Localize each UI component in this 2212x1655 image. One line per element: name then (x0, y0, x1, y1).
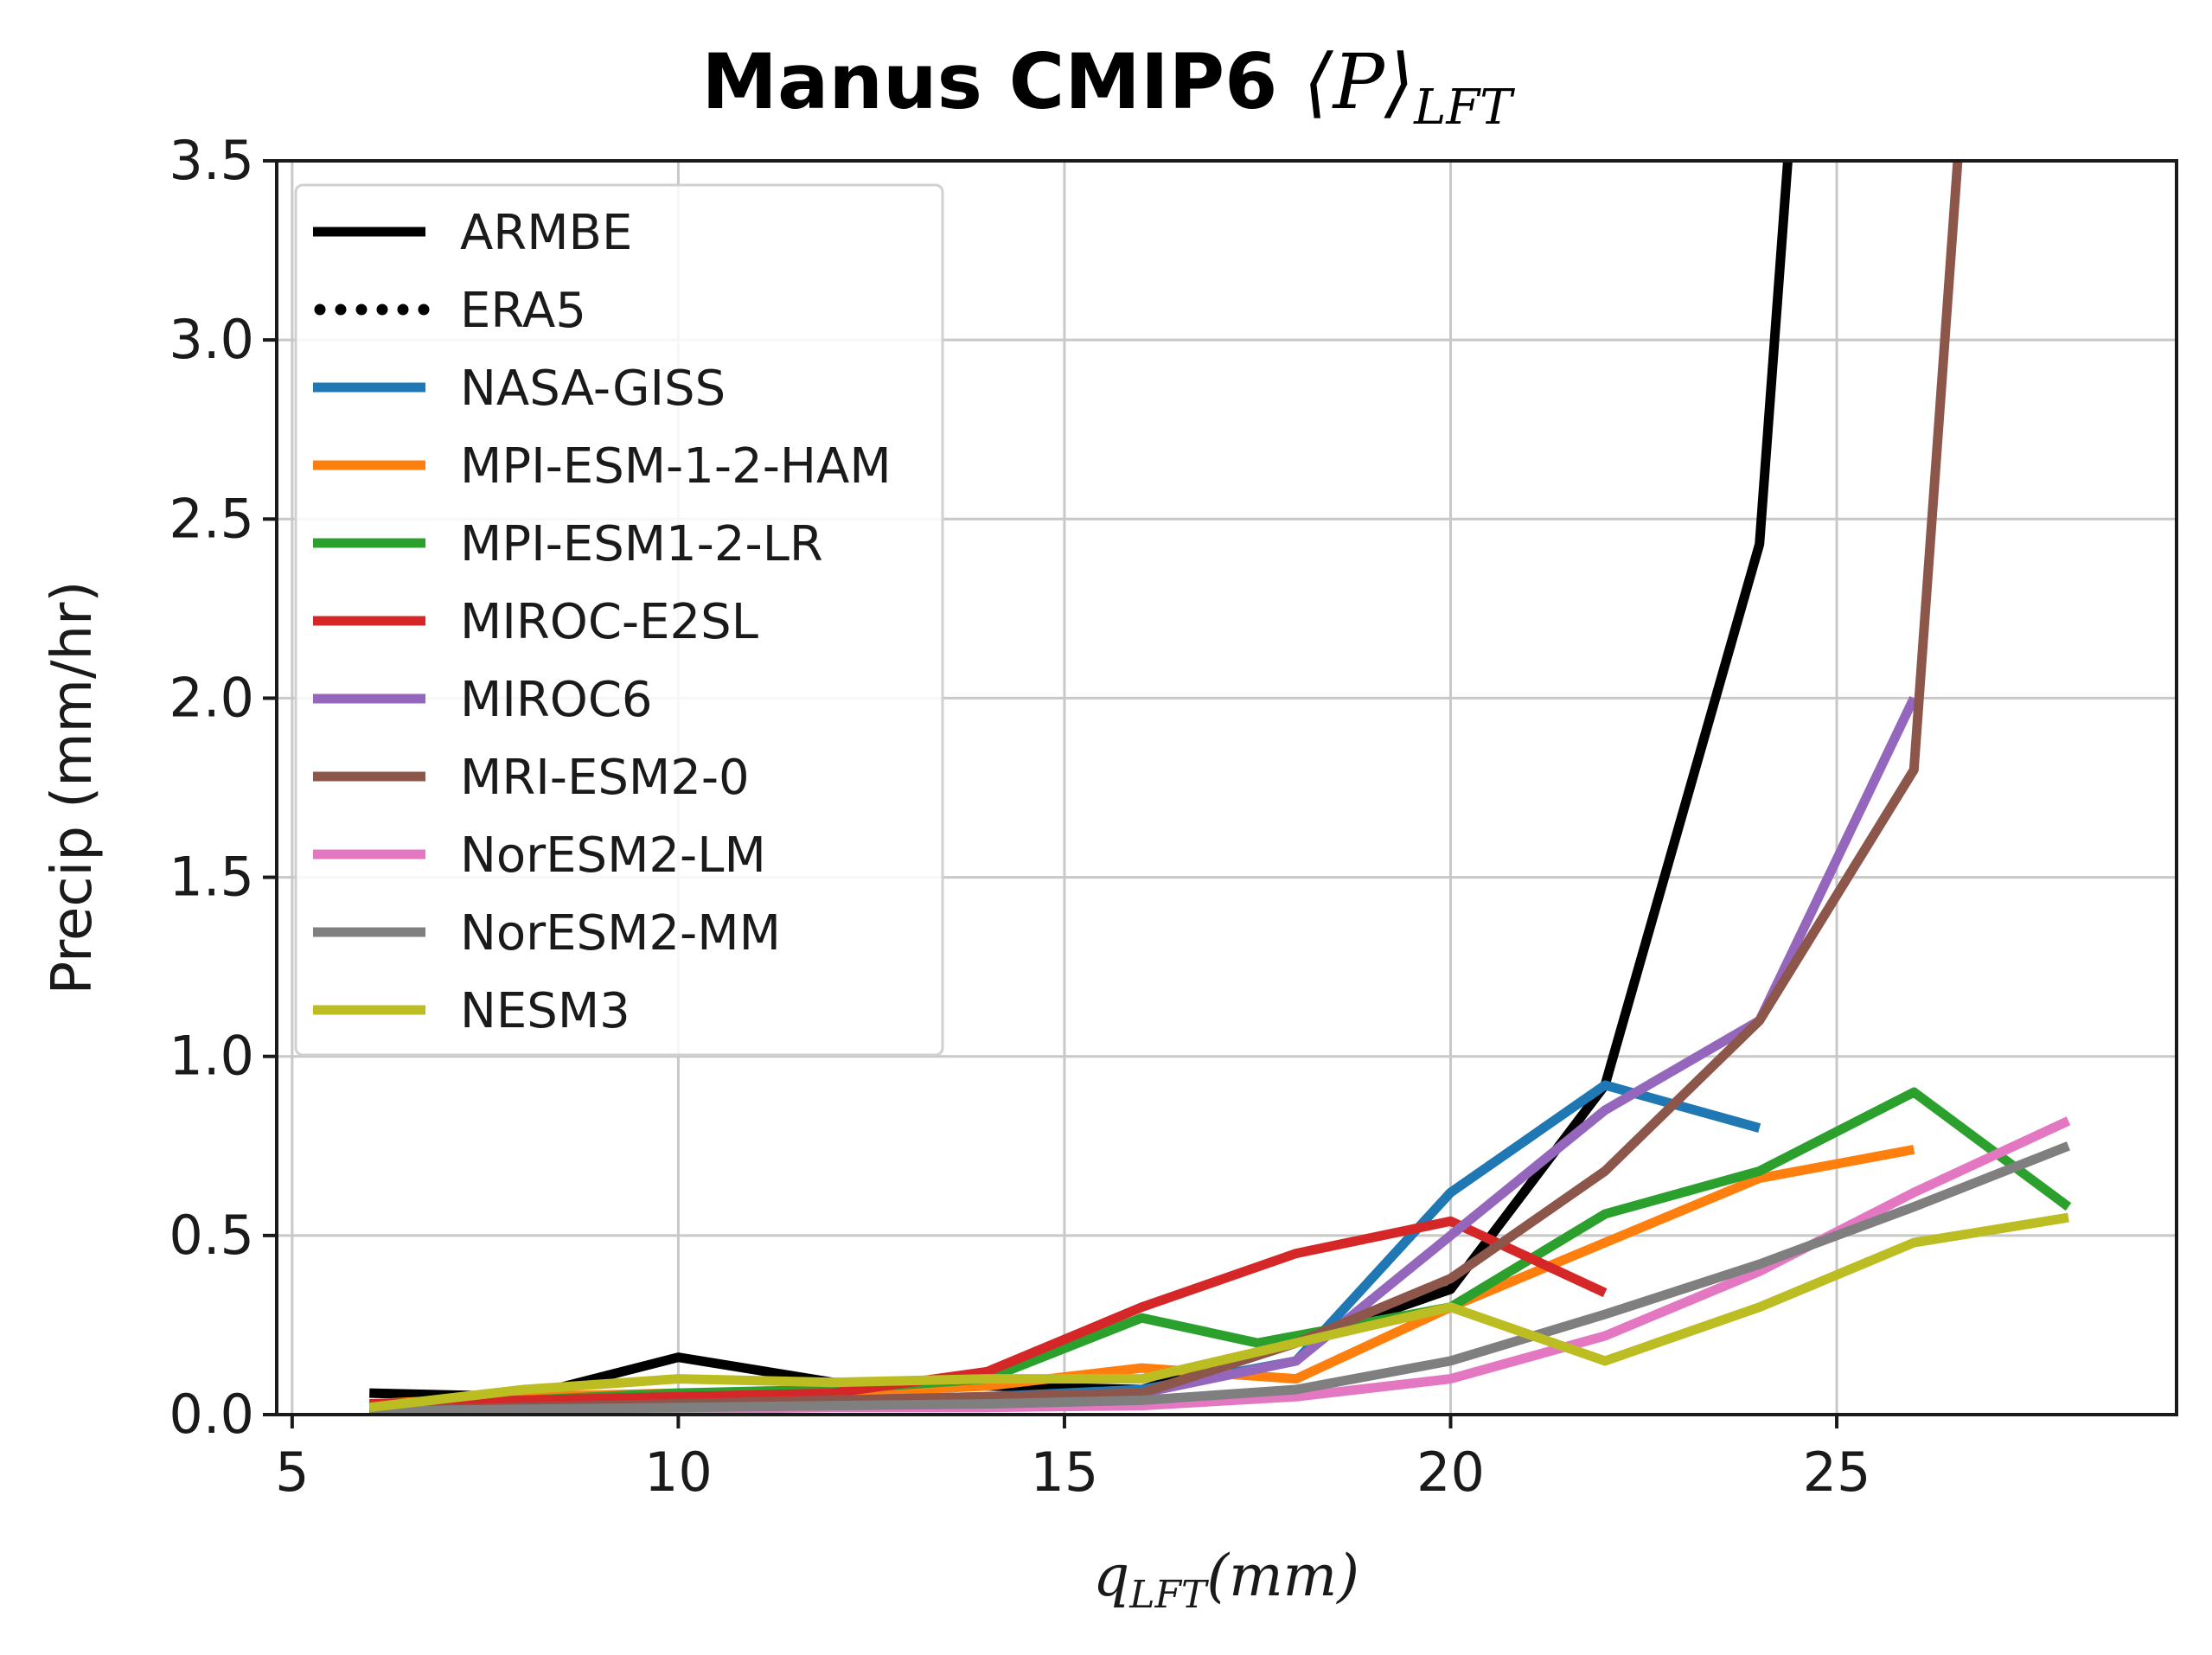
axis-ticks: 5 10 15 20 25 0.0 0.5 1.0 1.5 2.0 2.5 3.0 3.5 (169, 129, 1870, 1504)
y-tick-label: 3.0 (169, 308, 254, 371)
legend-label-armbe: ARMBE (460, 205, 632, 261)
chart-title-text: Manus CMIP6 (701, 37, 1277, 126)
legend-label-mri-esm2-0: MRI-ESM2-0 (460, 750, 750, 806)
legend-label-mpi-esm-1-2-ham: MPI-ESM-1-2-HAM (460, 438, 892, 495)
y-tick-label: 3.5 (169, 129, 254, 192)
series-lines (368, 161, 2072, 1415)
chart-title-subscript: LFT (1413, 80, 1515, 136)
x-tick-label: 15 (1030, 1441, 1098, 1504)
x-tick-label: 5 (275, 1441, 309, 1504)
legend-label-nesm3: NESM3 (460, 983, 630, 1039)
y-axis-label: Precip (mm/hr) (41, 581, 105, 995)
y-tick-label: 2.5 (169, 487, 254, 550)
legend-label-noresm2-mm: NorESM2-MM (460, 905, 781, 962)
legend-label-mpi-esm1-2-lr: MPI-ESM1-2-LR (460, 516, 823, 572)
plot-frame (275, 159, 2178, 1416)
legend-label-era5: ERA5 (460, 283, 586, 339)
x-axis-label: qLFT(mm) (1093, 1543, 1359, 1617)
y-tick-label: 1.5 (169, 846, 254, 909)
x-axis-label-subscript: LFT (1128, 1573, 1210, 1617)
series-line-noresm2-mm (369, 1141, 2071, 1415)
x-tick-label: 10 (644, 1441, 713, 1504)
x-axis-label-unit: (mm) (1206, 1543, 1359, 1609)
y-tick-label: 2.0 (169, 666, 254, 729)
series-line-miroc-e2sl (369, 1216, 1608, 1409)
y-tick-label: 0.0 (169, 1383, 254, 1446)
legend-label-miroc6: MIROC6 (460, 672, 653, 728)
legend-label-nasa-giss: NASA-GISS (460, 361, 726, 417)
legend-label-noresm2-lm: NorESM2-LM (460, 828, 766, 884)
x-axis-label-var: q (1093, 1543, 1129, 1609)
series-line-nesm3 (368, 1212, 2069, 1413)
x-tick-label: 25 (1803, 1441, 1871, 1504)
legend-label-miroc-e2sl: MIROC-E2SL (460, 594, 758, 650)
y-tick-label: 1.0 (169, 1025, 254, 1088)
legend: ARMBE ERA5 NASA-GISS MPI-ESM-1-2-HAM MPI-ESM… (294, 183, 944, 1057)
legend-box (294, 183, 944, 1057)
x-tick-label: 20 (1416, 1441, 1485, 1504)
y-tick-label: 0.5 (169, 1204, 254, 1267)
chart-title-math: ⟨P⟩ (1303, 37, 1414, 126)
chart-title: Manus CMIP6 ⟨P⟩LFT (701, 37, 1515, 136)
